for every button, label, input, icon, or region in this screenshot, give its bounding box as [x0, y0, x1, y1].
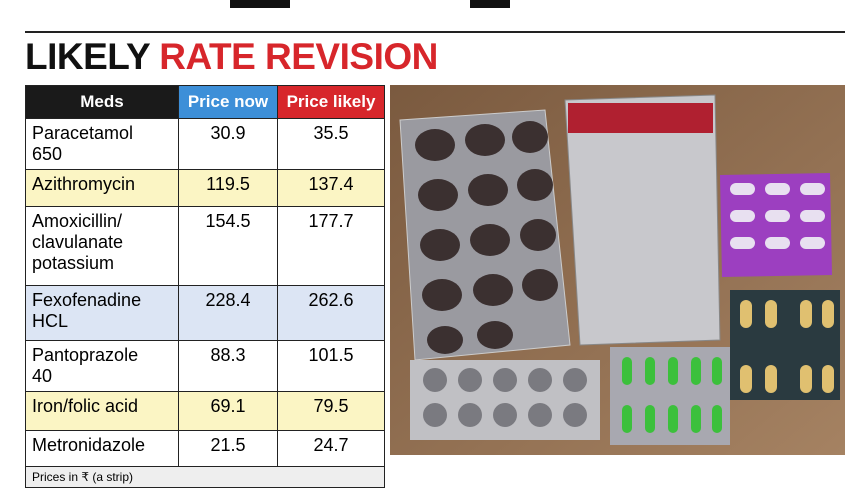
column-header: Meds	[25, 85, 179, 119]
price: 24.7	[277, 430, 385, 467]
table-row: Iron/folic acid 69.1 79.5	[25, 391, 385, 431]
price: 228.4	[178, 285, 278, 341]
price: 79.5	[277, 391, 385, 431]
table-row: Metronidazole 21.5 24.7	[25, 430, 385, 467]
cropped-headline	[470, 0, 510, 8]
page: LIKELY RATE REVISION Meds Price now Pric…	[25, 0, 845, 488]
price: 69.1	[178, 391, 278, 431]
price: 177.7	[277, 206, 385, 286]
table-row: Paracetamol 650 30.9 35.5	[25, 118, 385, 170]
price: 101.5	[277, 340, 385, 392]
header-row: Meds Price now Price likely	[25, 85, 385, 119]
med-name: Iron/folic acid	[25, 391, 179, 431]
price: 119.5	[178, 169, 278, 207]
med-name: Metronidazole	[25, 430, 179, 467]
med-name: Azithromycin	[25, 169, 179, 207]
med-name: Fexofenadine HCL	[25, 285, 179, 341]
note-row: Prices in ₹ (a strip)	[25, 466, 385, 488]
price-table: Meds Price now Price likely Paracetamol …	[25, 85, 385, 488]
note: Prices in ₹ (a strip)	[25, 466, 385, 488]
table-row: Pantoprazole 40 88.3 101.5	[25, 340, 385, 392]
price: 262.6	[277, 285, 385, 341]
table-row: Fexofenadine HCL 228.4 262.6	[25, 285, 385, 341]
cropped-headline	[230, 0, 290, 8]
price: 21.5	[178, 430, 278, 467]
med-name: Paracetamol 650	[25, 118, 179, 170]
price: 137.4	[277, 169, 385, 207]
price: 88.3	[178, 340, 278, 392]
price: 154.5	[178, 206, 278, 286]
column-header: Price now	[178, 85, 278, 119]
rule	[25, 31, 845, 33]
table-row: Azithromycin 119.5 137.4	[25, 169, 385, 207]
price: 35.5	[277, 118, 385, 170]
title-black: LIKELY	[25, 36, 150, 77]
title: LIKELY RATE REVISION	[25, 36, 438, 78]
photo	[390, 85, 845, 455]
title-red: RATE REVISION	[159, 36, 438, 77]
price: 30.9	[178, 118, 278, 170]
table-row: Amoxicillin/ clavulanate potassium 154.5 1…	[25, 206, 385, 286]
column-header: Price likely	[277, 85, 385, 119]
med-name: Amoxicillin/ clavulanate potassium	[25, 206, 179, 286]
med-name: Pantoprazole 40	[25, 340, 179, 392]
